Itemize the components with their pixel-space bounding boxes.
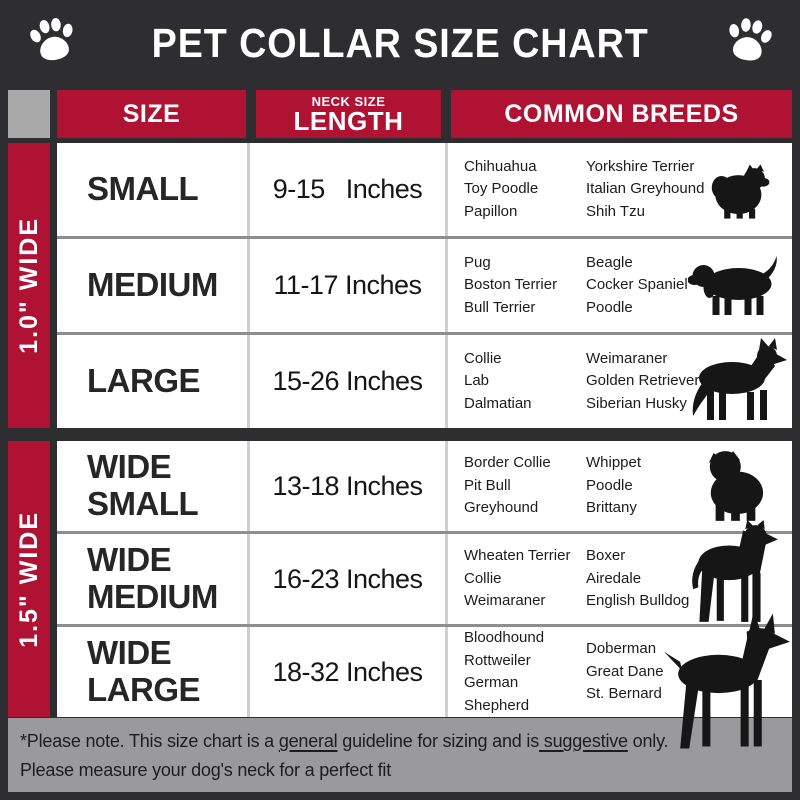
breeds-list: Weimaraner Golden Retriever Siberian Hus… xyxy=(586,349,700,412)
breeds-cell: Border Collie Pit Bull Greyhound Whippet… xyxy=(445,441,792,531)
table-row-wide-medium: WIDE MEDIUM 16-23 Inches Wheaten Terrier… xyxy=(57,520,792,624)
length-cell: 18-32 Inches xyxy=(247,627,445,717)
doberman-silhouette xyxy=(656,611,792,753)
breeds-cell: Wheaten Terrier Collie Weimaraner Boxer … xyxy=(445,520,792,624)
shepherd-silhouette xyxy=(686,338,788,422)
size-cell: SMALL xyxy=(87,170,199,208)
size-cell: WIDE SMALL xyxy=(87,448,199,522)
table-row-wide-large: WIDE LARGE 18-32 Inches Bloodhound Rottw… xyxy=(57,611,792,749)
paw-icon xyxy=(720,12,776,70)
neck-size-label: NECK SIZE xyxy=(311,93,386,109)
table-row-wide-small: WIDE SMALL 13-18 Inches Border Collie Pi… xyxy=(57,441,792,531)
breeds-cell: Bloodhound Rottweiler German Shepherd Do… xyxy=(445,611,792,749)
page-title: PET COLLAR SIZE CHART xyxy=(151,19,649,66)
breeds-list: Whippet Poodle Brittany xyxy=(586,454,642,517)
size-cell: WIDE LARGE xyxy=(87,634,201,708)
paw-icon xyxy=(24,12,80,70)
breeds-list: Chihuahua Toy Poodle Papillon xyxy=(464,157,539,220)
footer-note: *Please note. This size chart is a gener… xyxy=(8,718,792,792)
breeds-list: Border Collie Pit Bull Greyhound xyxy=(464,454,551,517)
column-header-length: NECK SIZE LENGTH xyxy=(256,90,441,138)
length-cell: 13-18 Inches xyxy=(247,441,445,531)
breeds-list: Bloodhound Rottweiler German Shepherd xyxy=(464,629,545,714)
length-cell: 15-26 Inches xyxy=(247,335,445,428)
table-row-medium: MEDIUM 11-17 Inches Pug Boston Terrier B… xyxy=(57,236,792,332)
length-cell: 16-23 Inches xyxy=(247,534,445,624)
section-1-5-inch-wide: WIDE SMALL 13-18 Inches Border Collie Pi… xyxy=(57,441,792,749)
width-label: 1.5" WIDE xyxy=(14,510,43,648)
table-row-small: SMALL 9-15 Inches Chihuahua Toy Poodle P… xyxy=(57,143,792,236)
pomeranian-silhouette xyxy=(710,162,772,222)
corner-cell xyxy=(8,90,50,138)
footer-line-2: Please measure your dog's neck for a per… xyxy=(20,760,392,780)
header: PET COLLAR SIZE CHART xyxy=(0,0,800,86)
pitbull-silhouette xyxy=(684,520,778,626)
size-cell: LARGE xyxy=(87,362,201,400)
size-cell: MEDIUM xyxy=(87,266,218,304)
length-cell: 9-15 Inches xyxy=(247,143,445,236)
column-header-size: SIZE xyxy=(57,90,246,138)
sidebar-width-1-5-inch: 1.5" WIDE xyxy=(8,441,50,717)
breeds-cell: Chihuahua Toy Poodle Papillon Yorkshire … xyxy=(445,143,792,236)
footer-line-1: *Please note. This size chart is a gener… xyxy=(20,731,669,751)
breeds-list: Yorkshire Terrier Italian Greyhound Shih… xyxy=(586,157,705,220)
length-label: LENGTH xyxy=(293,105,404,136)
length-cell: 11-17 Inches xyxy=(247,239,445,332)
width-label: 1.0" WIDE xyxy=(14,217,43,354)
breeds-list: Wheaten Terrier Collie Weimaraner xyxy=(464,547,571,610)
spaniel-silhouette xyxy=(688,254,784,316)
breeds-cell: Pug Boston Terrier Bull Terrier Beagle C… xyxy=(445,239,792,332)
section-1-inch-wide: SMALL 9-15 Inches Chihuahua Toy Poodle P… xyxy=(57,143,792,428)
breeds-list: Doberman Great Dane St. Bernard xyxy=(586,640,664,703)
breeds-list: Pug Boston Terrier Bull Terrier xyxy=(464,253,558,316)
column-header-breeds: COMMON BREEDS xyxy=(451,90,792,138)
breeds-list: Beagle Cocker Spaniel Poodle xyxy=(586,253,688,316)
breeds-list: Boxer Airedale English Bulldog xyxy=(586,547,690,610)
bulldog-silhouette xyxy=(704,447,766,523)
breeds-list: Collie Lab Dalmatian xyxy=(464,349,532,412)
breeds-cell: Collie Lab Dalmatian Weimaraner Golden R… xyxy=(445,335,792,428)
table-row-large: LARGE 15-26 Inches Collie Lab Dalmatian … xyxy=(57,332,792,428)
sidebar-width-1-inch: 1.0" WIDE xyxy=(8,143,50,428)
size-cell: WIDE MEDIUM xyxy=(87,541,218,615)
